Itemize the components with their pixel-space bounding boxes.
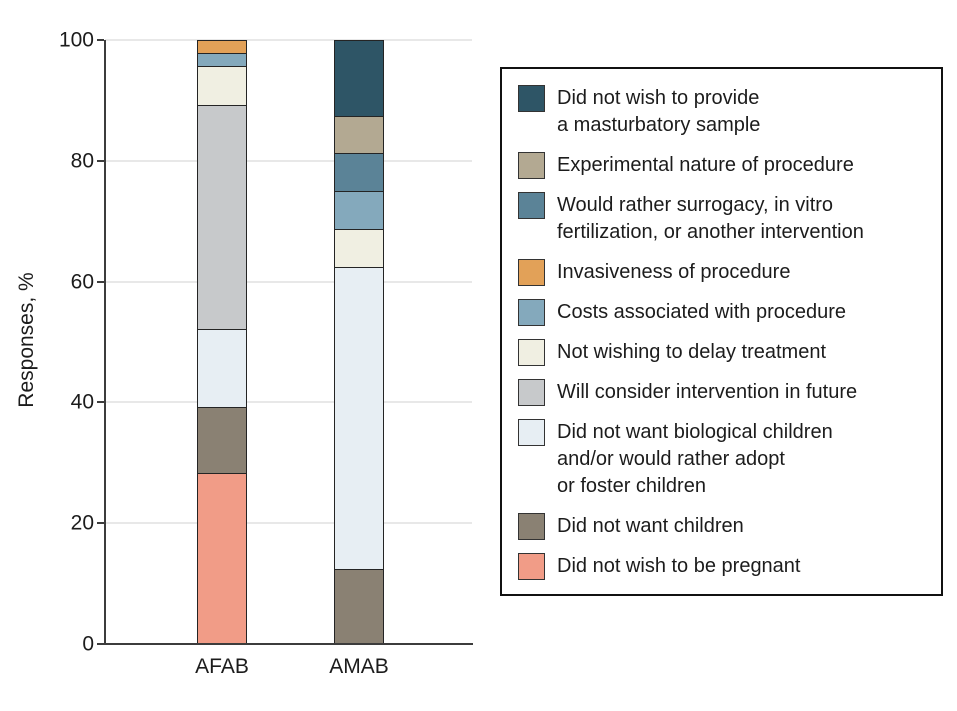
y-axis-tick — [97, 159, 104, 162]
legend-color-swatch — [518, 299, 545, 326]
bar-segment — [197, 105, 247, 330]
bar-segment — [334, 568, 384, 645]
legend-item-label: Experimental nature of procedure — [557, 154, 854, 176]
legend-item: Invasiveness of procedure — [518, 259, 933, 286]
legend-item-label: Did not want children — [557, 515, 744, 537]
y-tick-label: 80 — [70, 149, 94, 173]
bar-segment — [334, 191, 384, 230]
bar-segment — [197, 473, 247, 645]
gridline — [105, 159, 472, 162]
legend-item: Did not want children — [518, 513, 933, 540]
bar-segment — [334, 153, 384, 192]
gridline — [105, 522, 472, 525]
legend-color-swatch — [518, 152, 545, 179]
legend-item: Not wishing to delay treatment — [518, 339, 933, 366]
y-tick-label: 60 — [70, 270, 94, 294]
legend-color-swatch — [518, 339, 545, 366]
legend-item: Would rather surrogacy, in vitro fertili… — [518, 192, 933, 246]
legend-item: Will consider intervention in future — [518, 379, 933, 406]
legend-item-label: Did not want biological children and/or … — [557, 421, 833, 497]
legend-color-swatch — [518, 85, 545, 112]
legend-box: Did not wish to provide a masturbatory s… — [500, 67, 943, 596]
y-axis-line — [104, 40, 106, 645]
gridline — [105, 401, 472, 404]
bar-segment — [197, 328, 247, 409]
y-axis-tick — [97, 522, 104, 525]
bar-segment — [197, 40, 247, 54]
y-axis-tick — [97, 280, 104, 283]
legend-color-swatch — [518, 379, 545, 406]
y-axis-tick — [97, 401, 104, 404]
legend-item: Did not want biological children and/or … — [518, 419, 933, 500]
legend-item-label: Will consider intervention in future — [557, 381, 858, 403]
legend-item-label: Did not wish to be pregnant — [557, 555, 801, 577]
bar-segment — [334, 115, 384, 155]
x-axis-line — [104, 643, 473, 645]
legend-color-swatch — [518, 259, 545, 286]
bar-segment — [197, 407, 247, 475]
bar-segment — [334, 228, 384, 268]
legend-item: Experimental nature of procedure — [518, 152, 933, 179]
legend-item: Costs associated with procedure — [518, 299, 933, 326]
legend-color-swatch — [518, 192, 545, 219]
bar-segment — [334, 40, 384, 117]
legend-item: Did not wish to be pregnant — [518, 553, 933, 580]
legend-item-label: Did not wish to provide a masturbatory s… — [557, 87, 761, 136]
legend-item: Did not wish to provide a masturbatory s… — [518, 85, 933, 139]
gridline — [105, 39, 472, 41]
legend-item-label: Costs associated with procedure — [557, 301, 847, 323]
gridline — [105, 280, 472, 283]
bar-segment — [197, 65, 247, 107]
legend-color-swatch — [518, 419, 545, 446]
x-category-label: AFAB — [195, 655, 249, 678]
y-axis-tick — [97, 39, 104, 41]
y-axis-title: Responses, % — [15, 272, 38, 408]
legend-color-swatch — [518, 513, 545, 540]
y-tick-label: 20 — [70, 511, 94, 535]
x-category-label: AMAB — [329, 655, 389, 678]
y-tick-label: 100 — [58, 28, 94, 52]
legend-item-label: Invasiveness of procedure — [557, 261, 791, 283]
legend-color-swatch — [518, 553, 545, 580]
bar-segment — [197, 52, 247, 67]
y-axis-tick — [97, 643, 104, 645]
bar-segment — [334, 266, 384, 570]
legend-item-label: Would rather surrogacy, in vitro fertili… — [557, 194, 864, 243]
legend-item-label: Not wishing to delay treatment — [557, 341, 827, 363]
y-tick-label: 40 — [70, 390, 94, 414]
y-tick-label: 0 — [82, 632, 94, 656]
